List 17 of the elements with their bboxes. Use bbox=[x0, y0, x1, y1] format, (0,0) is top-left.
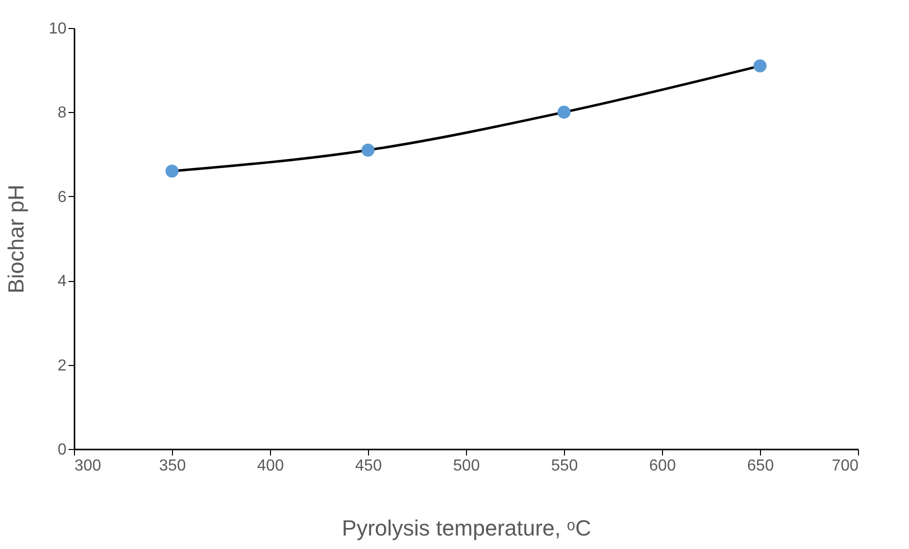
y-tick-label: 0 bbox=[58, 442, 67, 458]
x-axis-title: Pyrolysis temperature, ᵒC bbox=[342, 516, 592, 540]
y-tick-label: 10 bbox=[48, 20, 67, 38]
x-tick-label: 600 bbox=[649, 458, 676, 474]
y-tick-label: 8 bbox=[58, 104, 67, 122]
x-tick-label: 400 bbox=[257, 458, 284, 474]
x-tick-label: 450 bbox=[355, 458, 382, 474]
x-tick-label: 350 bbox=[159, 458, 186, 474]
x-tick-label: 700 bbox=[832, 458, 859, 474]
y-tick-label: 2 bbox=[58, 357, 67, 374]
x-tick-label: 300 bbox=[74, 458, 102, 474]
x-tick-label: 550 bbox=[551, 458, 578, 474]
y-axis-title: Biochar pH bbox=[4, 184, 29, 294]
x-tick-label: 500 bbox=[453, 458, 480, 474]
x-tick-label: 650 bbox=[747, 458, 774, 474]
y-tick-label: 6 bbox=[58, 188, 67, 206]
y-tick-label: 4 bbox=[58, 273, 67, 290]
